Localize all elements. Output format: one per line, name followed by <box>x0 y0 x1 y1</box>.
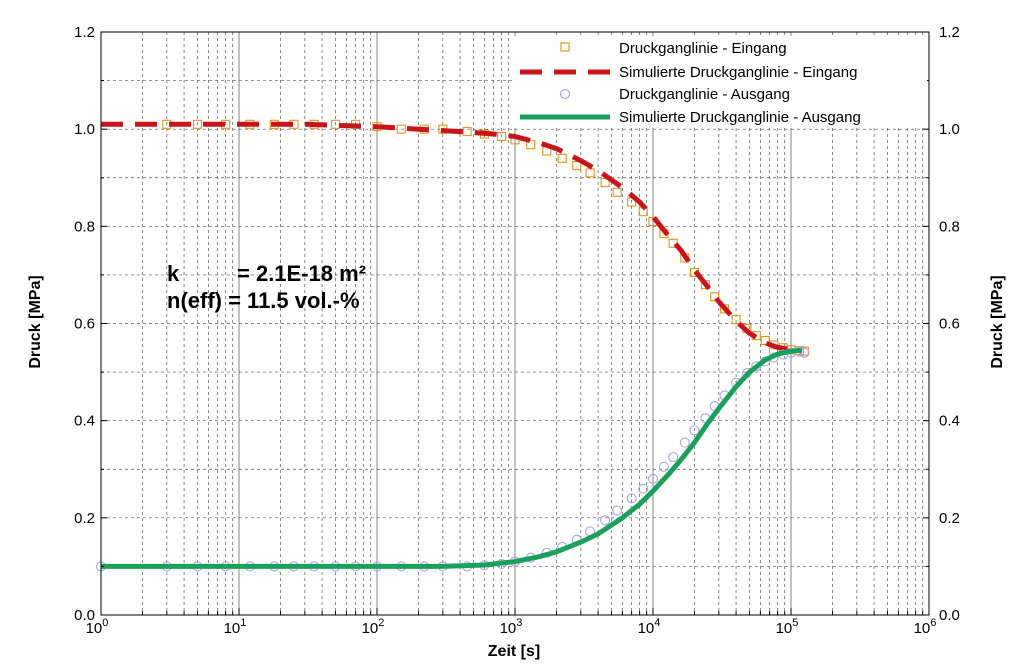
annotation-neff: n(eff) = 11.5 vol.-% <box>167 288 360 313</box>
data-point <box>689 425 700 436</box>
legend-square-marker <box>560 42 570 52</box>
series-line <box>101 347 803 569</box>
y-tick-label-left: 0.6 <box>74 316 95 333</box>
y-axis-label-left: Druck [MPa] <box>27 275 44 368</box>
legend-label: Druckganglinie - Ausgang <box>619 86 790 103</box>
data-point <box>647 473 659 485</box>
y-tick-label-right: 1.2 <box>939 24 960 41</box>
series-3 <box>101 347 803 569</box>
y-tick-label-left: 0.0 <box>74 607 95 624</box>
series-1 <box>101 121 803 354</box>
legend-circle-marker <box>559 88 571 100</box>
data-point <box>638 483 649 494</box>
y-tick-label-left: 0.2 <box>74 510 95 527</box>
x-tick-label: 104 <box>638 617 661 637</box>
legend: Druckganglinie - Eingang Simulierte Druc… <box>513 36 927 128</box>
x-tick-label: 105 <box>776 617 799 637</box>
y-tick-label-left: 1.2 <box>74 24 95 41</box>
data-point <box>600 178 610 188</box>
annotation: k = 2.1E-18 m² n(eff) = 11.5 vol.-% <box>167 261 366 313</box>
x-tick-label: 103 <box>500 617 523 637</box>
data-point <box>497 131 507 142</box>
annotation-k-label: k <box>167 261 180 286</box>
x-axis-label: Zeit [s] <box>488 643 540 660</box>
data-point <box>600 515 611 526</box>
y-tick-label-right: 0.8 <box>939 218 960 235</box>
series-layer <box>95 119 810 572</box>
y-tick-label-right: 1.0 <box>939 121 960 138</box>
y-tick-label-left: 0.8 <box>74 218 95 235</box>
legend-label: Druckganglinie - Eingang <box>619 40 787 57</box>
legend-label: Simulierte Druckganglinie - Eingang <box>619 64 857 81</box>
y-tick-label-right: 0.0 <box>939 607 960 624</box>
series-0 <box>162 119 809 356</box>
data-point <box>585 168 595 178</box>
x-tick-label: 102 <box>362 617 385 637</box>
legend-box <box>513 36 927 128</box>
data-point <box>572 161 582 171</box>
series-2 <box>95 346 810 572</box>
y-tick-label-right: 0.6 <box>939 316 960 333</box>
data-point <box>731 315 741 325</box>
axis-ticks: 0.0 0.0 0.2 0.2 0.4 0.4 0.6 0.6 0.8 0.8 1.0 1.0 1.2 1… <box>74 24 960 637</box>
data-point <box>396 124 406 134</box>
data-point <box>658 461 669 472</box>
x-tick-label: 100 <box>86 617 109 637</box>
y-tick-label-left: 1.0 <box>74 121 95 138</box>
legend-entry-sim-ausgang: Simulierte Druckganglinie - Ausgang <box>520 109 861 126</box>
legend-entry-eingang: Druckganglinie - Eingang <box>560 40 787 57</box>
data-point <box>626 493 637 504</box>
data-point <box>760 335 770 346</box>
grid-lines <box>101 32 929 615</box>
data-point <box>679 437 690 448</box>
y-tick-label-right: 0.4 <box>939 413 960 430</box>
annotation-k-value: = 2.1E-18 m² <box>237 261 366 286</box>
data-point <box>526 140 536 150</box>
data-point <box>612 187 622 197</box>
data-point <box>710 292 720 302</box>
series-line <box>101 121 803 354</box>
data-point <box>462 127 472 137</box>
data-point <box>612 505 623 516</box>
y-tick-label-right: 0.2 <box>939 510 960 527</box>
y-tick-label-left: 0.4 <box>74 413 95 430</box>
data-point <box>192 119 203 129</box>
legend-entry-ausgang: Druckganglinie - Ausgang <box>559 86 790 103</box>
data-point <box>557 153 567 163</box>
y-axis-label-right: Druck [MPa] <box>989 275 1006 368</box>
legend-label: Simulierte Druckganglinie - Ausgang <box>619 109 861 126</box>
legend-entry-sim-eingang: Simulierte Druckganglinie - Eingang <box>520 64 857 81</box>
x-tick-label: 106 <box>914 617 937 637</box>
data-point <box>668 452 679 463</box>
x-tick-label: 101 <box>224 617 247 637</box>
